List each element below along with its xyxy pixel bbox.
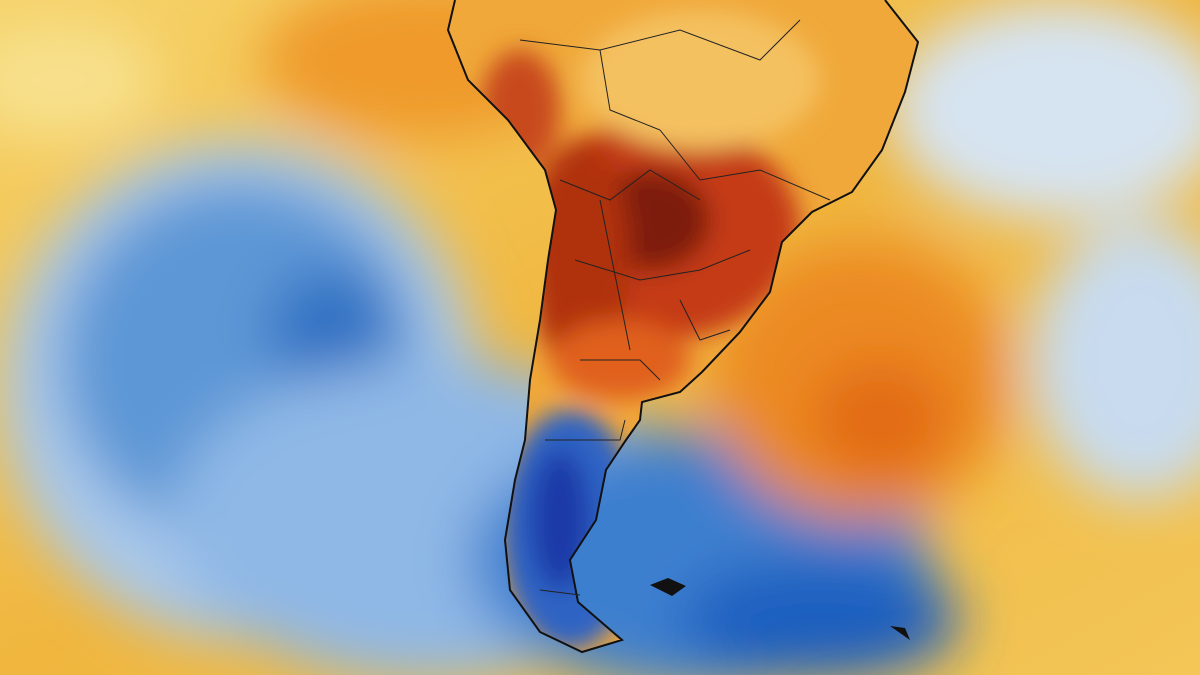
coastline (446, 0, 920, 654)
borders (519, 19, 831, 596)
islands (650, 578, 910, 640)
